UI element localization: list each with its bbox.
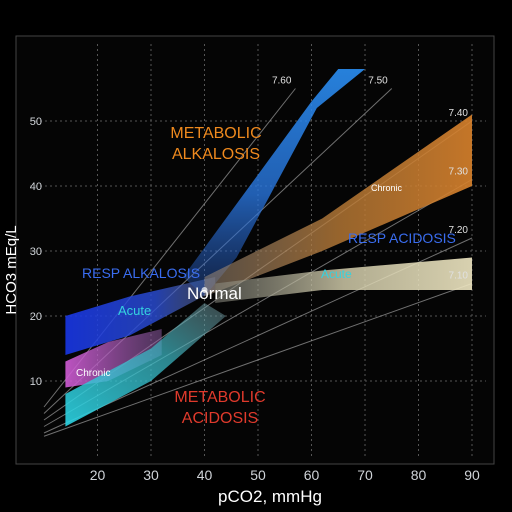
metabolic-acidosis-label-line2: ACIDOSIS — [182, 410, 258, 427]
resp-acidosis-chronic-label: Chronic — [371, 183, 403, 193]
ph-isopleth-label: 7.60 — [272, 76, 292, 87]
x-tick-label: 30 — [143, 467, 159, 483]
x-tick-label: 80 — [411, 467, 427, 483]
x-axis-title: pCO2, mmHg — [218, 487, 322, 506]
resp-alkalosis-acute-label: Acute — [118, 303, 151, 318]
y-tick-label: 10 — [30, 376, 42, 388]
ph-isopleth-label: 7.50 — [368, 76, 388, 87]
ph-isopleth-label: 7.40 — [449, 108, 469, 119]
region-resp-acidosis-chronic — [204, 114, 472, 297]
region-metabolic-alkalosis — [183, 69, 365, 297]
regions — [65, 69, 472, 427]
x-tick-label: 60 — [304, 467, 320, 483]
metabolic-alkalosis-label-line1: METABOLIC — [170, 125, 261, 142]
y-tick-label: 20 — [30, 311, 42, 323]
x-tick-label: 50 — [250, 467, 266, 483]
ph-isopleth-label: 7.20 — [449, 225, 469, 236]
region-resp-alkalosis-acute — [65, 277, 216, 355]
x-tick-label: 90 — [464, 467, 480, 483]
x-tick-label: 20 — [90, 467, 106, 483]
resp-alkalosis-chronic-label: Chronic — [76, 368, 110, 379]
y-tick-labels: 10 20 30 40 50 — [30, 116, 42, 388]
ph-isopleth-line — [43, 283, 473, 437]
resp-acidosis-label: RESP ACIDOSIS — [348, 230, 456, 246]
ph-isopleth-label: 7.30 — [449, 167, 469, 178]
ph-isopleth-label: 7.10 — [449, 271, 469, 282]
metabolic-alkalosis-label-line2: ALKALOSIS — [172, 146, 260, 163]
ph-isopleth-labels: 7.60 7.50 7.40 7.30 7.20 7.10 — [272, 76, 468, 282]
resp-acidosis-acute-label: Acute — [321, 267, 352, 281]
y-axis-title: HCO3 mEq/L — [3, 225, 20, 314]
x-tick-label: 40 — [197, 467, 213, 483]
region-resp-alkalosis-chronic — [65, 329, 162, 388]
region-metabolic-acidosis — [65, 303, 226, 427]
y-tick-label: 30 — [30, 246, 42, 258]
normal-label: Normal — [187, 284, 242, 303]
y-tick-label: 50 — [30, 116, 42, 128]
resp-alkalosis-label: RESP ALKALOSIS — [82, 265, 200, 281]
normal-point — [201, 287, 208, 293]
x-tick-label: 70 — [357, 467, 373, 483]
region-resp-acidosis-acute — [215, 257, 472, 303]
x-tick-labels: 20 30 40 50 60 70 80 90 — [90, 467, 480, 483]
y-tick-label: 40 — [30, 181, 42, 193]
metabolic-acidosis-label-line1: METABOLIC — [174, 389, 265, 406]
